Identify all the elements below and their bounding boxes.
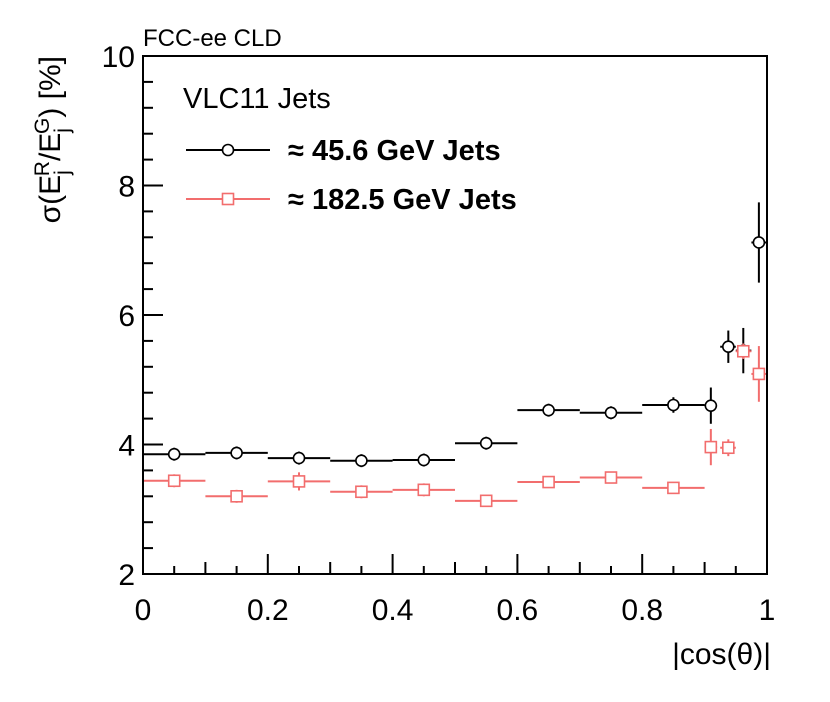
y-tick-label: 8 bbox=[118, 171, 135, 204]
data-point bbox=[604, 471, 618, 484]
data-point bbox=[417, 453, 431, 467]
data-point bbox=[542, 403, 555, 417]
data-point bbox=[230, 489, 243, 503]
data-point bbox=[417, 483, 431, 497]
data-point bbox=[479, 436, 493, 450]
y-tick-label: 2 bbox=[118, 559, 135, 592]
x-tick-label: 0.4 bbox=[372, 594, 414, 627]
data-point bbox=[722, 340, 735, 354]
legend-label: ≈ 45.6 GeV Jets bbox=[288, 135, 501, 167]
data-point bbox=[722, 441, 735, 455]
y-axis-title: σ(EjR/EjG) [%] bbox=[31, 56, 74, 223]
ylabel-sub: j bbox=[51, 128, 74, 134]
data-point bbox=[704, 399, 718, 412]
ylabel-part: σ(E bbox=[34, 175, 67, 224]
series-1 bbox=[143, 343, 767, 508]
x-tick-label: 0 bbox=[135, 594, 152, 627]
data-point bbox=[167, 474, 181, 488]
data-point bbox=[292, 451, 306, 465]
y-tick-label: 6 bbox=[118, 300, 135, 333]
axis-ticks bbox=[142, 55, 768, 575]
y-tick-label: 4 bbox=[118, 430, 135, 463]
data-point bbox=[292, 475, 306, 488]
legend: VLC11 Jets ≈ 45.6 GeV Jets ≈ 182.5 GeV Je… bbox=[183, 83, 517, 216]
legend-label: ≈ 182.5 GeV Jets bbox=[288, 184, 517, 216]
data-point bbox=[221, 192, 235, 206]
data-point bbox=[604, 406, 618, 420]
data-point bbox=[230, 446, 243, 460]
data-point bbox=[752, 236, 766, 249]
data-point bbox=[221, 143, 235, 157]
series-0 bbox=[143, 202, 767, 468]
x-tick-label: 1 bbox=[759, 594, 776, 627]
x-tick-label: 0.6 bbox=[497, 594, 539, 627]
x-axis-title: |cos(θ)| bbox=[672, 638, 771, 671]
ylabel-part: ) [%] bbox=[34, 56, 67, 118]
data-point bbox=[752, 367, 766, 381]
data-point bbox=[736, 344, 750, 358]
data-point bbox=[542, 475, 555, 489]
data-point bbox=[667, 481, 680, 495]
data-point bbox=[704, 440, 718, 454]
data-point bbox=[667, 398, 680, 412]
data-point bbox=[167, 447, 181, 461]
y-tick-label: 10 bbox=[102, 41, 135, 74]
data-marks bbox=[143, 202, 767, 508]
data-point bbox=[355, 485, 368, 499]
ylabel-sub: j bbox=[51, 170, 74, 176]
data-point bbox=[355, 454, 368, 467]
data-point bbox=[479, 494, 493, 508]
legend-title: VLC11 Jets bbox=[183, 83, 331, 115]
ylabel-part: /E bbox=[34, 133, 67, 161]
ylabel-sup: G bbox=[31, 118, 54, 134]
chart-header: FCC-ee CLD bbox=[143, 25, 282, 52]
ylabel-sup: R bbox=[31, 161, 54, 176]
x-tick-label: 0.2 bbox=[247, 594, 289, 627]
x-tick-label: 0.8 bbox=[621, 594, 663, 627]
tick-labels: 0 0.2 0.4 0.6 0.8 1 2 4 6 8 10 bbox=[102, 41, 776, 627]
